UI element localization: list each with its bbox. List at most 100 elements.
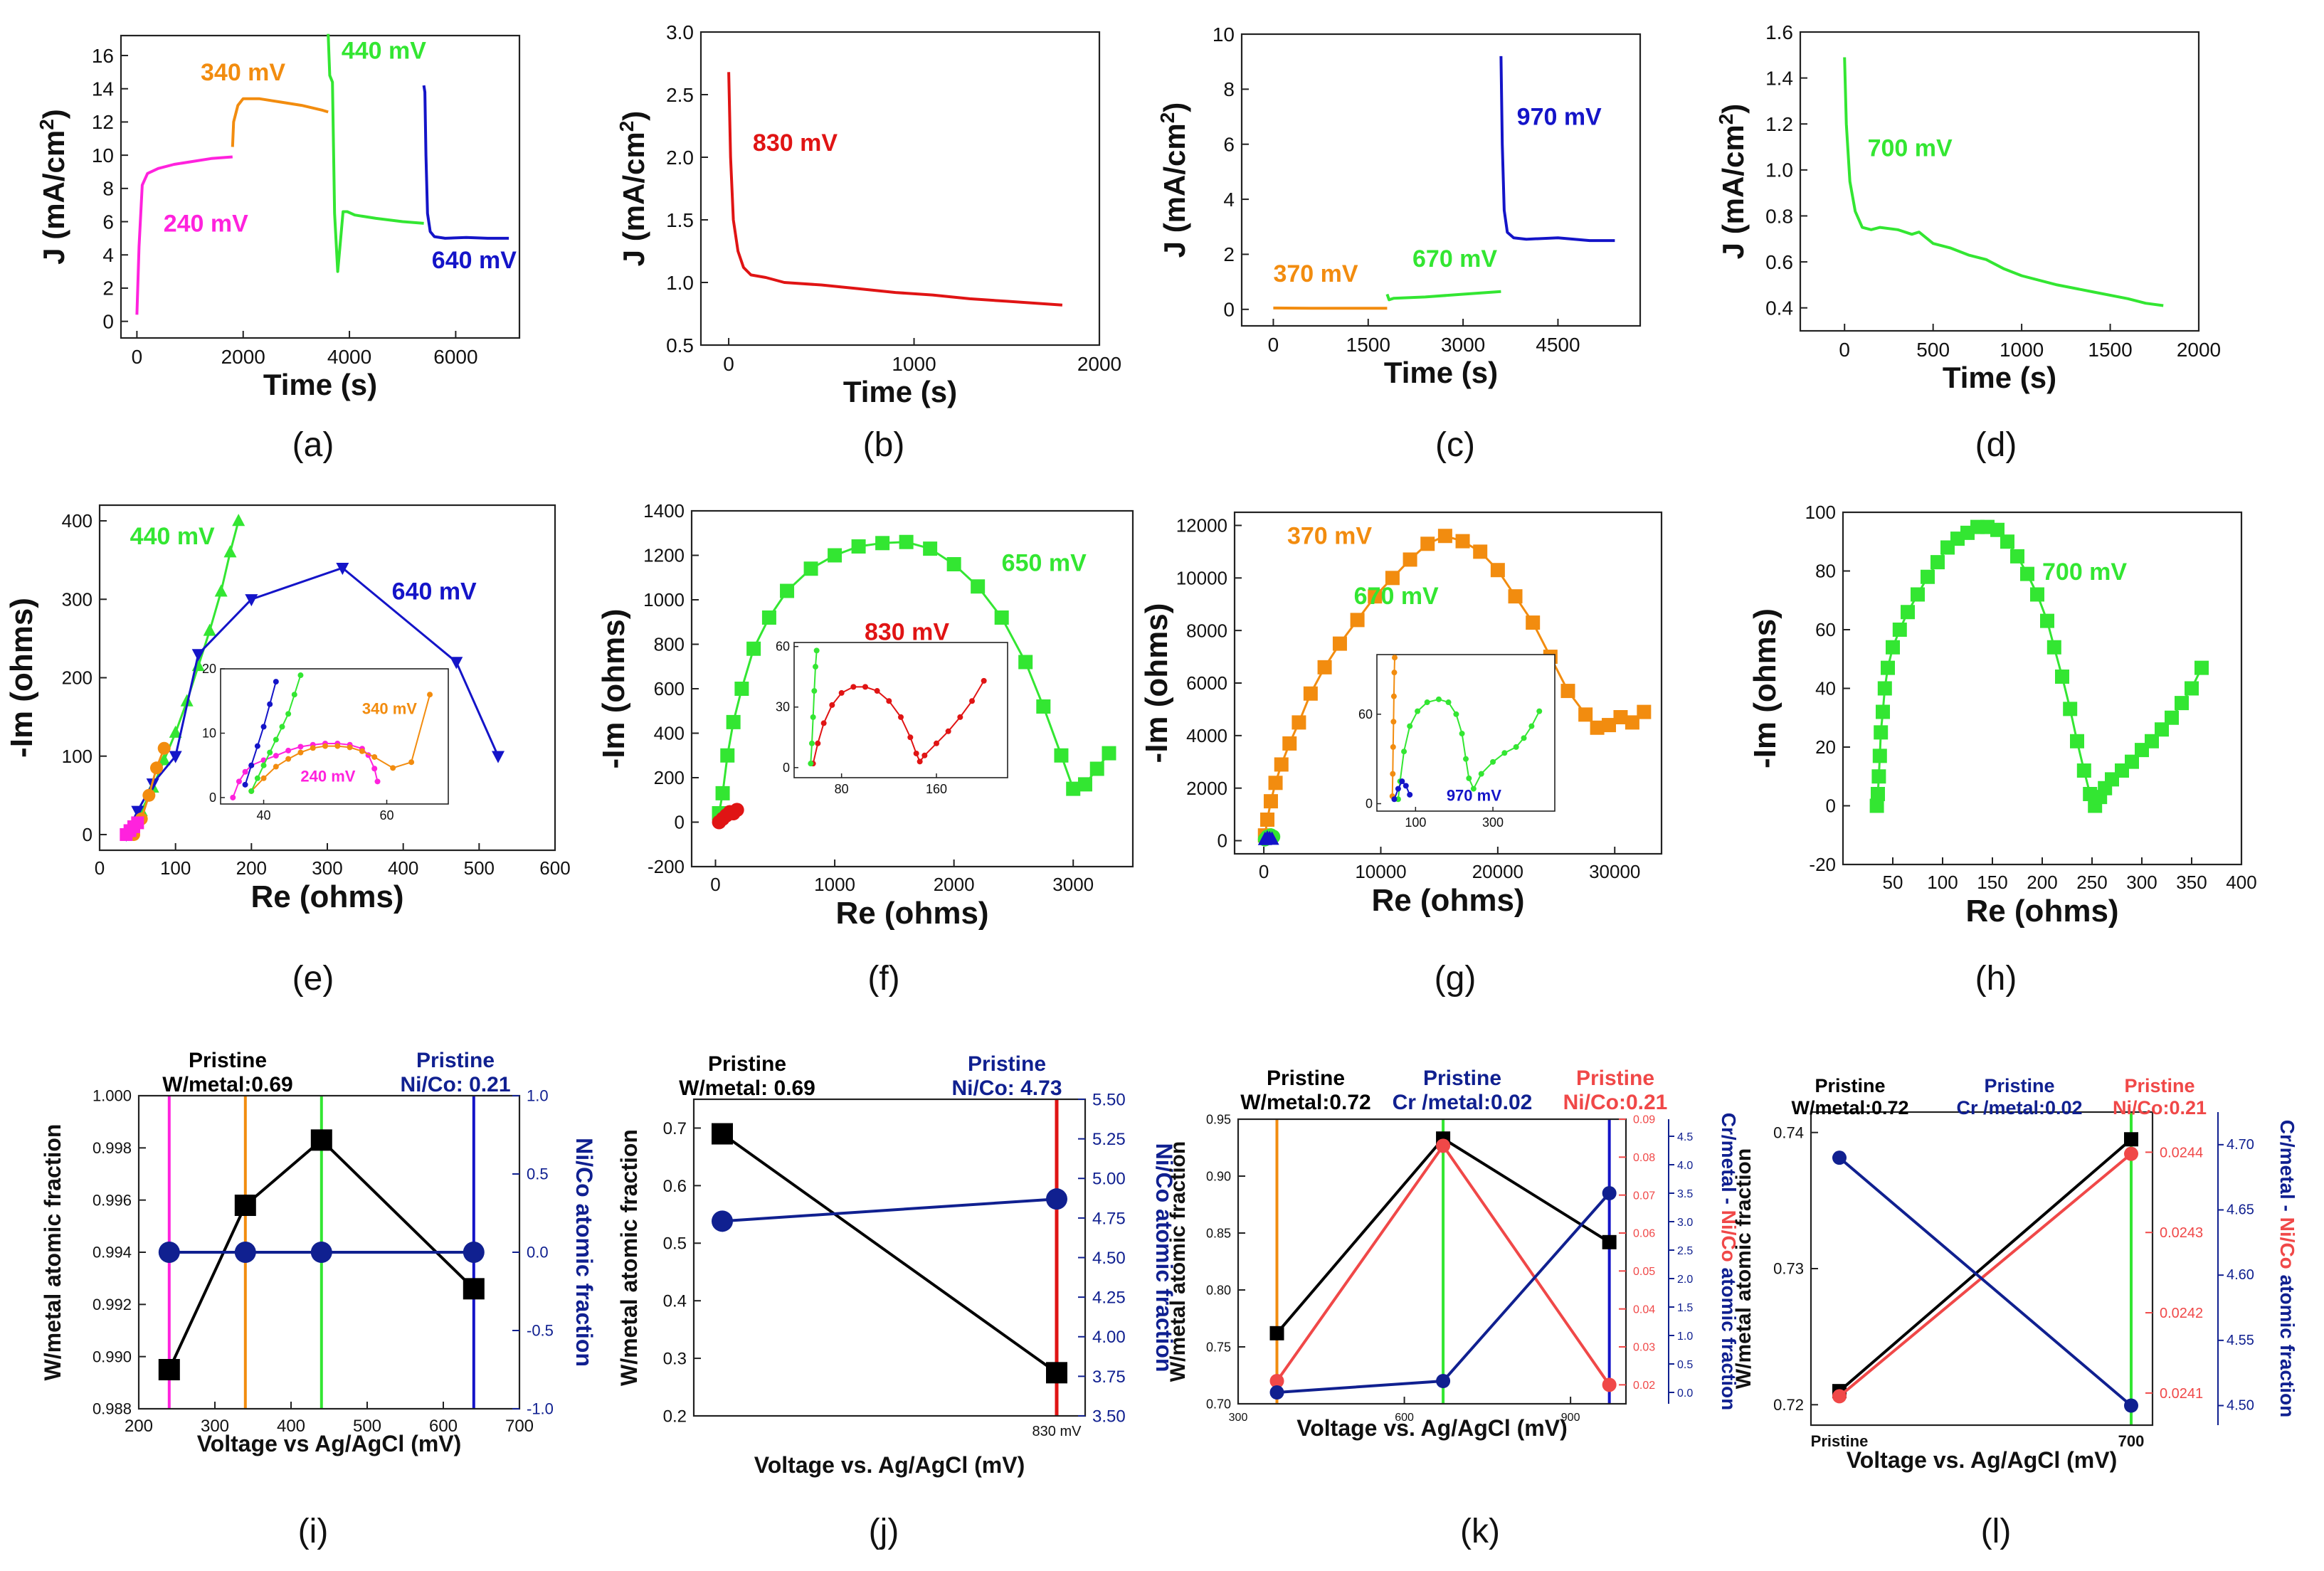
data-point-h-700mV <box>1881 660 1895 675</box>
x-tick-label-e: 400 <box>388 857 418 879</box>
y-tick-label-f: 0 <box>675 812 685 833</box>
y-tick-label-right-l: 0.0244 <box>2160 1145 2203 1160</box>
data-label-c: 970 mV <box>1517 104 1602 131</box>
inset-y-tick-label-f: 0 <box>783 761 790 775</box>
inset-frame-e <box>220 668 449 805</box>
x-axis-title-h: Re (ohms) <box>1965 894 2118 929</box>
y-tick-label-right2-k: 3.5 <box>1677 1188 1693 1200</box>
header-line2-k-h0: W/metal:0.72 <box>1240 1091 1370 1114</box>
header-line2-l-h1: Cr /metal:0.02 <box>1956 1097 2082 1118</box>
inset-data-point-e-240mV <box>236 778 242 785</box>
x-tick-label-e: 600 <box>539 857 570 879</box>
x-tick-label-h: 350 <box>2176 872 2207 893</box>
inset-data-point-e-440mV <box>267 749 273 756</box>
y-tick-label-a: 0 <box>102 310 114 332</box>
inset-data-point-g-670mV <box>1415 708 1421 714</box>
y-tick-label-e: 200 <box>62 667 93 689</box>
y-tick-label-j: 0.7 <box>663 1119 687 1138</box>
x-axis-title-d: Time (s) <box>1943 361 2056 394</box>
data-point-f-830mV <box>729 803 744 818</box>
data-point-h-700mV <box>2076 763 2091 778</box>
inset-data-point-e-340mV <box>390 765 396 771</box>
data-point-g-370mV <box>1637 704 1652 719</box>
data-point-h-700mV <box>1930 555 1945 570</box>
y-tick-label-right-k: 0.07 <box>1633 1190 1655 1202</box>
inset-data-point-e-240mV <box>242 768 248 775</box>
data-point-e-440mV <box>203 623 216 636</box>
y-tick-label-right-i: 0.0 <box>527 1244 549 1261</box>
inset-data-point-e-440mV <box>285 711 292 717</box>
data-point-g-370mV <box>1590 720 1605 735</box>
inset-x-tick-label-g: 100 <box>1405 815 1426 830</box>
y-tick-label-e: 100 <box>62 746 93 767</box>
header-line1-j-nico: Pristine <box>968 1052 1046 1076</box>
data-point-i-NiCo <box>158 1242 180 1263</box>
y-tick-label-i: 0.992 <box>93 1296 132 1313</box>
inset-data-point-g-670mV <box>1513 744 1519 750</box>
y-tick-label-i: 0.996 <box>93 1191 132 1209</box>
inset-data-point-f-830mV <box>898 714 904 720</box>
inset-data-point-e-340mV <box>322 743 329 749</box>
data-point-k-Crmetal <box>1436 1374 1451 1388</box>
y-tick-label-d: 0.6 <box>1765 251 1793 273</box>
data-point-i-Wmetal <box>310 1129 332 1151</box>
x-category-label-l: 700 <box>2118 1432 2145 1450</box>
y-tick-label-right2-k: 2.5 <box>1677 1245 1693 1257</box>
panel-label-e: (e) <box>292 960 334 998</box>
data-point-e-640mV <box>492 751 505 763</box>
x-tick-label-h: 100 <box>1927 872 1958 893</box>
inset-data-point-e-440mV <box>254 775 260 781</box>
x-tick-label-a: 0 <box>132 346 143 368</box>
x-tick-label-f: 1000 <box>814 874 855 895</box>
y-tick-label-j: 0.2 <box>663 1407 687 1426</box>
data-point-f-650mV <box>899 534 914 549</box>
inset-y-tick-label-f: 30 <box>776 700 790 714</box>
data-point-h-700mV <box>1911 587 1925 602</box>
y-tick-label-right2-k: 1.0 <box>1677 1331 1693 1343</box>
data-point-h-700mV <box>1871 769 1886 784</box>
data-label-g: 370 mV <box>1287 522 1372 549</box>
y-axis-title-c: J (mA/cm2) <box>1156 102 1192 258</box>
x-tick-label-f: 2000 <box>934 874 975 895</box>
data-point-h-700mV <box>2185 681 2199 696</box>
header-line2-j-nico: Ni/Co: 4.73 <box>951 1077 1062 1100</box>
inset-data-point-g-670mV <box>1401 749 1407 755</box>
y-tick-label-c: 8 <box>1223 78 1235 100</box>
panel-label-k: (k) <box>1460 1513 1500 1550</box>
data-point-h-700mV <box>2040 613 2054 628</box>
y-tick-label-e: 0 <box>83 824 93 845</box>
data-point-h-700mV <box>1871 787 1885 801</box>
x-tick-label-c: 1500 <box>1346 334 1390 356</box>
data-point-h-700mV <box>1869 798 1884 813</box>
inset-data-point-e-640mV <box>254 743 260 749</box>
data-point-e-340mV <box>157 741 171 755</box>
data-point-f-650mV <box>875 536 890 551</box>
data-point-g-370mV <box>1625 715 1639 730</box>
y-tick-label-right-j: 4.75 <box>1092 1209 1126 1228</box>
inset-data-point-f-650mV <box>813 664 818 670</box>
inset-data-point-g-370mV <box>1390 719 1397 725</box>
y-tick-label-right2-k: 3.0 <box>1677 1217 1693 1229</box>
y-tick-label-g: 12000 <box>1176 515 1227 536</box>
data-point-g-370mV <box>1508 589 1523 604</box>
inset-data-point-f-650mV <box>809 740 815 746</box>
y-axis-title-e: -Im (ohms) <box>4 598 39 758</box>
x-axis-title-e: Re (ohms) <box>250 879 403 914</box>
y-axis-title-a: J (mA/cm2) <box>36 109 71 265</box>
data-point-h-700mV <box>2125 754 2139 769</box>
y-tick-label-l: 0.74 <box>1773 1123 1804 1141</box>
x-tick-label-d: 1000 <box>2000 339 2044 361</box>
y-tick-label-right-k: 0.08 <box>1633 1152 1655 1164</box>
y-tick-label-right-j: 5.50 <box>1092 1090 1126 1109</box>
series-line-j-NiCo <box>722 1197 1057 1223</box>
x-tick-label-f: 3000 <box>1052 874 1094 895</box>
data-label-f: 830 mV <box>865 618 949 645</box>
y-tick-label-right2-k: 4.5 <box>1677 1131 1693 1143</box>
data-point-f-650mV <box>734 682 749 696</box>
y-tick-label-k: 0.70 <box>1206 1397 1231 1411</box>
inset-data-point-f-830mV <box>981 677 987 684</box>
inset-data-point-e-340mV <box>334 743 341 749</box>
data-point-l-Crmetal <box>2124 1398 2138 1413</box>
x-axis-title-f: Re (ohms) <box>835 896 988 931</box>
y-tick-label-i: 0.994 <box>93 1244 132 1261</box>
